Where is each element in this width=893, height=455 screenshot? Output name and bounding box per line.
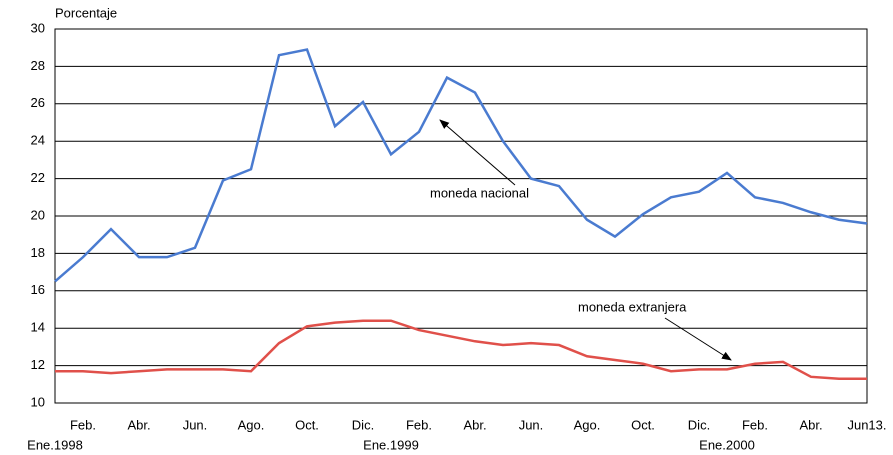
annotation-arrow bbox=[664, 317, 732, 361]
x-tick-label: Ago. bbox=[238, 417, 265, 432]
x-tick-label: Feb. bbox=[406, 417, 432, 432]
series-annotation: moneda nacional bbox=[430, 185, 529, 200]
x-tick-label: Jun. bbox=[519, 417, 544, 432]
series-line bbox=[54, 48, 868, 283]
y-axis-label: Porcentaje bbox=[55, 5, 117, 20]
x-tick-label: Oct. bbox=[295, 417, 319, 432]
y-tick-label: 20 bbox=[31, 207, 45, 222]
x-tick-label: Feb. bbox=[70, 417, 96, 432]
y-tick-label: 14 bbox=[31, 320, 45, 335]
x-tick-label: Ago. bbox=[574, 417, 601, 432]
y-tick-label: 24 bbox=[31, 133, 45, 148]
y-tick-label: 22 bbox=[31, 170, 45, 185]
y-tick-label: 18 bbox=[31, 245, 45, 260]
y-tick-label: 16 bbox=[31, 282, 45, 297]
x-tick-label: Ene.1998 bbox=[27, 437, 83, 452]
y-tick-label: 10 bbox=[31, 394, 45, 409]
x-tick-label: Abr. bbox=[463, 417, 486, 432]
x-tick-label: Jun13. bbox=[847, 417, 886, 432]
annotation-arrow bbox=[439, 119, 516, 186]
x-tick-label: Dic. bbox=[352, 417, 374, 432]
x-tick-label: Feb. bbox=[742, 417, 768, 432]
x-tick-label: Dic. bbox=[688, 417, 710, 432]
series-line bbox=[55, 319, 867, 380]
series-annotation: moneda extranjera bbox=[578, 299, 687, 314]
plot-frame bbox=[54, 28, 868, 404]
x-tick-label: Abr. bbox=[799, 417, 822, 432]
x-tick-label: Abr. bbox=[127, 417, 150, 432]
x-tick-label: Oct. bbox=[631, 417, 655, 432]
y-tick-label: 30 bbox=[31, 20, 45, 35]
y-tick-label: 28 bbox=[31, 58, 45, 73]
x-tick-label: Jun. bbox=[183, 417, 208, 432]
y-tick-label: 12 bbox=[31, 357, 45, 372]
x-tick-label: Ene.1999 bbox=[363, 437, 419, 452]
y-tick-label: 26 bbox=[31, 95, 45, 110]
x-tick-label: Ene.2000 bbox=[699, 437, 755, 452]
